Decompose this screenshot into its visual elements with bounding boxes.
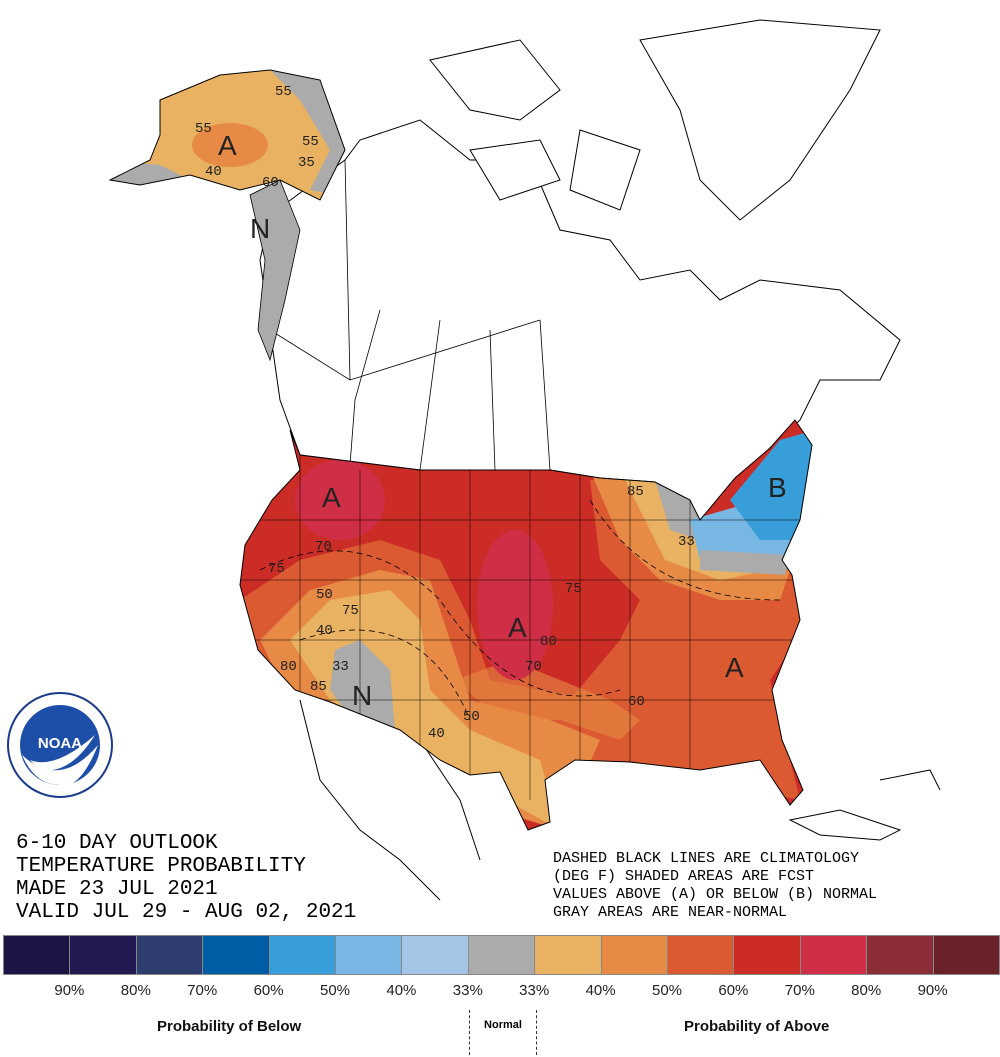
- above-marker: A: [725, 652, 744, 683]
- contour-label: 80: [540, 634, 557, 650]
- title-block: 6-10 DAY OUTLOOK TEMPERATURE PROBABILITY…: [16, 832, 356, 924]
- notes-block: DASHED BLACK LINES ARE CLIMATOLOGY (DEG …: [553, 850, 877, 922]
- legend-tick-label: 60%: [718, 982, 749, 999]
- contour-label: 85: [310, 679, 327, 695]
- legend-tick-label: 70%: [784, 982, 815, 999]
- note-line: DASHED BLACK LINES ARE CLIMATOLOGY: [553, 850, 860, 867]
- normal-marker: N: [352, 680, 372, 711]
- legend-swatch: [668, 936, 735, 974]
- legend-swatch: [800, 936, 868, 974]
- caribbean-outline: [788, 769, 941, 841]
- province-borders: [269, 159, 551, 471]
- contour-label: 75: [268, 561, 285, 577]
- legend-tick-label: 33%: [519, 982, 550, 999]
- normal-label: Normal: [469, 1010, 537, 1055]
- conus-shading: [240, 420, 812, 830]
- mexico-outline: [299, 699, 481, 901]
- contour-label: 80: [280, 659, 297, 675]
- legend-swatch: [203, 936, 270, 974]
- above-marker: A: [322, 482, 341, 513]
- title-line: TEMPERATURE PROBABILITY: [16, 855, 306, 878]
- contour-label: 60: [628, 694, 645, 710]
- made-date: MADE 23 JUL 2021: [16, 878, 218, 901]
- legend-tick-label: 90%: [917, 982, 948, 999]
- above-label: Probability of Above: [684, 1018, 830, 1035]
- legend-tick-label: 70%: [187, 982, 218, 999]
- legend-tick-label: 40%: [585, 982, 616, 999]
- legend-tick-label: 80%: [120, 982, 151, 999]
- color-legend: [3, 935, 1000, 975]
- contour-label: 35: [298, 155, 315, 171]
- legend-tick-label: 80%: [851, 982, 882, 999]
- contour-label: 50: [316, 587, 333, 603]
- contour-label: 33: [332, 659, 349, 675]
- contour-label: 70: [525, 659, 542, 675]
- above-marker: A: [508, 612, 527, 643]
- contour-label: 55: [275, 84, 292, 100]
- contour-label: 55: [195, 121, 212, 137]
- contour-label: 40: [428, 726, 445, 742]
- legend-swatch: [402, 936, 469, 974]
- note-line: VALUES ABOVE (A) OR BELOW (B) NORMAL: [553, 886, 878, 903]
- below-label: Probability of Below: [157, 1018, 302, 1035]
- legend-swatch: [734, 936, 801, 974]
- below-marker: B: [768, 472, 787, 503]
- contour-label: 50: [463, 709, 480, 725]
- contour-label: 40: [205, 164, 222, 180]
- legend-swatch: [136, 936, 204, 974]
- legend-tick-label: 90%: [54, 982, 85, 999]
- arctic-islands-outline: [429, 39, 641, 211]
- legend-tick-label: 40%: [386, 982, 417, 999]
- normal-marker: N: [250, 213, 270, 244]
- temperature-outlook-map: 55 55 55 35 40 60 A N A N A A B 70 75 50…: [7, 19, 941, 901]
- legend-swatch: [535, 936, 602, 974]
- contour-label: 33: [678, 534, 695, 550]
- alaska-panhandle: [249, 179, 301, 362]
- contour-label: 75: [565, 581, 582, 597]
- legend-swatch: [269, 936, 337, 974]
- legend-swatch: [468, 936, 536, 974]
- noaa-logo: NOAA: [7, 692, 113, 798]
- contour-label: 75: [342, 603, 359, 619]
- legend-tick-label: 50%: [651, 982, 683, 999]
- contour-label: 85: [627, 484, 644, 500]
- above-marker: A: [218, 130, 237, 161]
- legend-swatch: [933, 936, 1000, 974]
- logo-text: NOAA: [38, 735, 82, 752]
- legend-swatch: [601, 936, 669, 974]
- legend-tick-label: 50%: [319, 982, 351, 999]
- note-line: (DEG F) SHADED AREAS ARE FCST: [553, 868, 815, 885]
- legend-swatch: [4, 936, 71, 974]
- legend-swatch: [336, 936, 403, 974]
- legend-ticks: 90% 80% 70% 60% 50% 40% 33% 33% 40% 50% 60% 70% 80% 9…: [0, 982, 1000, 1002]
- contour-label: 55: [302, 134, 319, 150]
- legend-swatch: [70, 936, 137, 974]
- title-line: 6-10 DAY OUTLOOK: [16, 832, 218, 855]
- note-line: GRAY AREAS ARE NEAR-NORMAL: [553, 904, 788, 921]
- contour-label: 60: [262, 175, 279, 191]
- legend-tick-label: 33%: [452, 982, 483, 999]
- legend-swatch: [867, 936, 934, 974]
- legend-tick-label: 60%: [253, 982, 284, 999]
- contour-label: 40: [316, 623, 333, 639]
- alaska-outline: [108, 69, 346, 201]
- valid-dates: VALID JUL 29 - AUG 02, 2021: [16, 901, 357, 924]
- greenland-outline: [639, 19, 881, 221]
- conus-outline: [239, 419, 813, 831]
- contour-label: 70: [315, 539, 332, 555]
